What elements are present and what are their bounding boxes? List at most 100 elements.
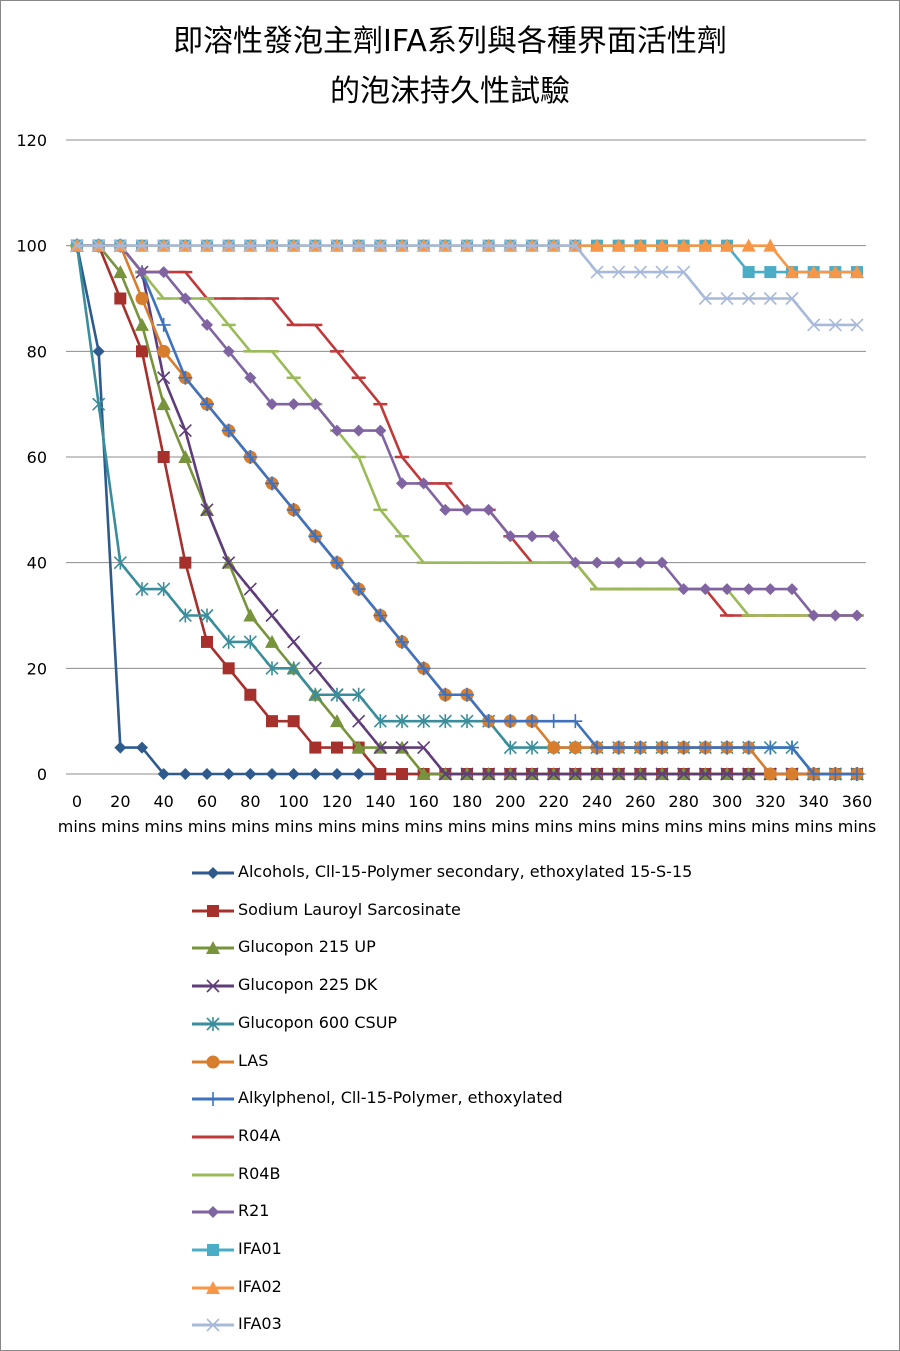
data-point <box>135 239 149 253</box>
data-point <box>438 714 452 729</box>
data-point <box>763 767 777 781</box>
data-point <box>113 555 127 570</box>
x-tick-label: 60 <box>197 792 217 811</box>
legend-swatch-marker <box>206 1016 220 1031</box>
data-point <box>611 238 626 252</box>
data-point <box>633 238 648 252</box>
data-point <box>547 239 561 253</box>
data-point <box>92 397 106 412</box>
x-tick-unit: mins <box>838 817 877 836</box>
data-point <box>113 265 128 279</box>
data-point <box>266 715 278 728</box>
x-tick-unit: mins <box>188 817 227 836</box>
data-point <box>244 371 257 384</box>
legend-swatch-marker <box>206 1318 220 1332</box>
data-point <box>200 239 214 253</box>
data-point <box>70 239 84 253</box>
data-point <box>309 398 322 411</box>
data-point <box>828 265 843 279</box>
data-point <box>330 555 344 570</box>
x-tick-label: 100 <box>278 792 309 811</box>
data-point <box>698 740 713 755</box>
legend-label: Alcohols, Cll-15-Polymer secondary, etho… <box>238 862 693 881</box>
data-point <box>742 291 756 306</box>
data-point <box>850 265 864 279</box>
data-point <box>265 476 279 491</box>
legend-swatch <box>192 1244 234 1256</box>
data-point <box>114 741 127 754</box>
data-point <box>157 582 171 597</box>
data-point <box>503 767 517 781</box>
data-point <box>157 239 171 253</box>
data-point <box>178 370 193 385</box>
data-point <box>309 768 322 780</box>
data-point <box>156 317 171 332</box>
data-point <box>612 767 626 781</box>
data-point <box>720 291 734 306</box>
data-point <box>287 635 301 649</box>
data-point <box>850 318 864 332</box>
x-tick-label: 340 <box>798 792 829 811</box>
series-9 <box>71 239 863 622</box>
legend-swatch <box>192 1135 234 1139</box>
x-tick-label: 40 <box>153 792 173 811</box>
data-point <box>373 608 388 623</box>
legend-swatch <box>192 941 234 955</box>
data-point <box>568 767 582 781</box>
data-point <box>222 662 235 675</box>
data-point <box>698 767 712 781</box>
data-point <box>330 239 344 253</box>
legend-item: R21 <box>192 1198 832 1226</box>
x-tick-unit: mins <box>534 817 573 836</box>
legend-label: Glucopon 600 CSUP <box>238 1012 398 1032</box>
chart-title-line-1: 即溶性發泡主劑IFA系列與各種界面活性劑 <box>173 24 727 59</box>
data-point <box>287 715 300 728</box>
data-point <box>374 424 387 437</box>
data-point <box>417 741 431 755</box>
legend-item: R04A <box>192 1123 832 1151</box>
data-point <box>373 714 387 729</box>
data-point <box>373 741 387 755</box>
data-point <box>590 767 604 781</box>
x-tick-label: 200 <box>495 792 526 811</box>
data-point <box>113 239 127 253</box>
data-point <box>351 582 366 597</box>
data-point <box>482 239 496 253</box>
data-point <box>763 238 778 252</box>
legend-item: Glucopon 600 CSUP <box>192 1010 832 1038</box>
data-point <box>200 608 214 623</box>
data-point <box>222 345 235 358</box>
data-point <box>178 424 192 438</box>
x-tick-label: 360 <box>842 792 873 811</box>
series-12 <box>70 239 864 332</box>
data-point <box>351 740 366 754</box>
data-point <box>504 530 517 543</box>
data-point <box>721 583 733 596</box>
x-tick-label: 20 <box>110 792 130 811</box>
data-point <box>287 398 300 411</box>
x-tick-unit: mins <box>794 817 833 836</box>
data-point <box>136 266 148 279</box>
data-point <box>157 451 170 463</box>
legend-label: IFA03 <box>238 1314 282 1334</box>
x-tick-unit: mins <box>101 817 140 836</box>
data-point <box>201 768 213 780</box>
legend-swatch <box>192 979 234 993</box>
legend-swatch-marker <box>207 1206 219 1219</box>
data-point <box>525 740 539 755</box>
data-point <box>374 768 387 780</box>
data-point <box>698 291 712 306</box>
data-point <box>243 582 257 596</box>
data-point <box>222 239 236 253</box>
data-point <box>526 530 538 543</box>
data-point <box>503 714 518 729</box>
data-point <box>157 344 171 358</box>
data-point <box>222 768 235 780</box>
data-point <box>807 318 821 332</box>
data-point <box>720 767 734 781</box>
data-point <box>266 768 278 780</box>
data-point <box>525 714 539 729</box>
data-point <box>720 740 734 755</box>
data-point <box>265 661 279 676</box>
